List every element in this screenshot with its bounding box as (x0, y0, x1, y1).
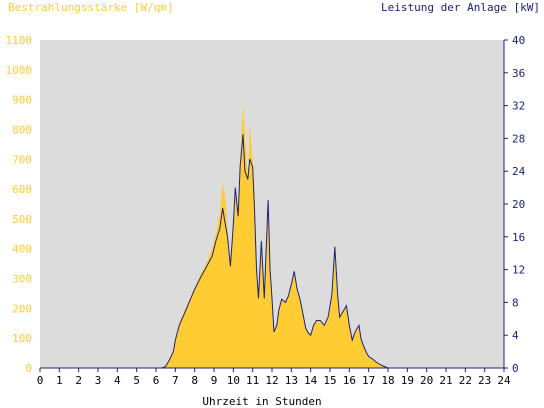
x-tick-label: 7 (172, 374, 179, 387)
right-axis-title: Leistung der Anlage [kW] (381, 1, 540, 14)
right-tick-label: 4 (512, 329, 519, 342)
x-tick-label: 6 (153, 374, 160, 387)
left-tick-label: 500 (12, 213, 32, 226)
left-tick-label: 400 (12, 243, 32, 256)
right-tick-label: 12 (512, 264, 525, 277)
x-tick-label: 4 (114, 374, 121, 387)
left-tick-label: 800 (12, 123, 32, 136)
left-tick-label: 200 (12, 302, 32, 315)
left-tick-label: 900 (12, 94, 32, 107)
x-tick-label: 8 (191, 374, 198, 387)
x-tick-label: 5 (133, 374, 140, 387)
left-tick-label: 600 (12, 183, 32, 196)
x-tick-label: 0 (37, 374, 44, 387)
right-tick-label: 24 (512, 165, 526, 178)
irradiance-area (40, 102, 504, 369)
right-tick-label: 32 (512, 100, 525, 113)
right-tick-label: 36 (512, 67, 525, 80)
right-tick-label: 0 (512, 362, 519, 375)
right-tick-label: 16 (512, 231, 525, 244)
left-tick-label: 0 (25, 362, 32, 375)
left-axis-title: Bestrahlungsstärke [W/qm] (8, 1, 174, 14)
x-axis-label: Uhrzeit in Stunden (202, 395, 321, 408)
x-tick-label: 18 (381, 374, 394, 387)
x-tick-label: 3 (95, 374, 102, 387)
x-tick-label: 15 (323, 374, 336, 387)
left-tick-labels: 0 100 200 300 400 500 600 700 800 900 1000 1100 (6, 34, 33, 375)
x-tick-label: 13 (285, 374, 298, 387)
x-tick-label: 20 (420, 374, 433, 387)
right-tick-label: 28 (512, 132, 525, 145)
right-tick-label: 20 (512, 198, 525, 211)
left-tick-label: 1100 (6, 34, 33, 47)
left-tick-label: 700 (12, 153, 32, 166)
x-tick-label: 9 (211, 374, 218, 387)
left-tick-label: 300 (12, 273, 32, 286)
x-tick-label: 23 (478, 374, 491, 387)
x-tick-label: 14 (304, 374, 318, 387)
x-tick-label: 22 (459, 374, 472, 387)
x-tick-label: 2 (75, 374, 82, 387)
power-line (40, 134, 504, 369)
x-tick-labels: 0 1 2 3 4 5 6 7 8 9 10 11 12 13 14 15 16 17 18 19 20 21 22 23 24 (37, 368, 511, 387)
x-tick-label: 17 (362, 374, 375, 387)
left-tick-label: 100 (12, 332, 32, 345)
x-tick-label: 19 (401, 374, 414, 387)
right-tick-labels: 0 4 8 12 16 20 24 28 32 36 40 (504, 34, 526, 375)
x-tick-label: 10 (227, 374, 240, 387)
right-tick-label: 8 (512, 296, 519, 309)
x-tick-label: 12 (265, 374, 278, 387)
right-tick-label: 40 (512, 34, 525, 47)
x-tick-label: 24 (497, 374, 511, 387)
x-tick-label: 16 (343, 374, 356, 387)
x-tick-label: 21 (439, 374, 452, 387)
x-tick-label: 1 (56, 374, 63, 387)
left-tick-label: 1000 (6, 64, 33, 77)
x-tick-label: 11 (246, 374, 259, 387)
